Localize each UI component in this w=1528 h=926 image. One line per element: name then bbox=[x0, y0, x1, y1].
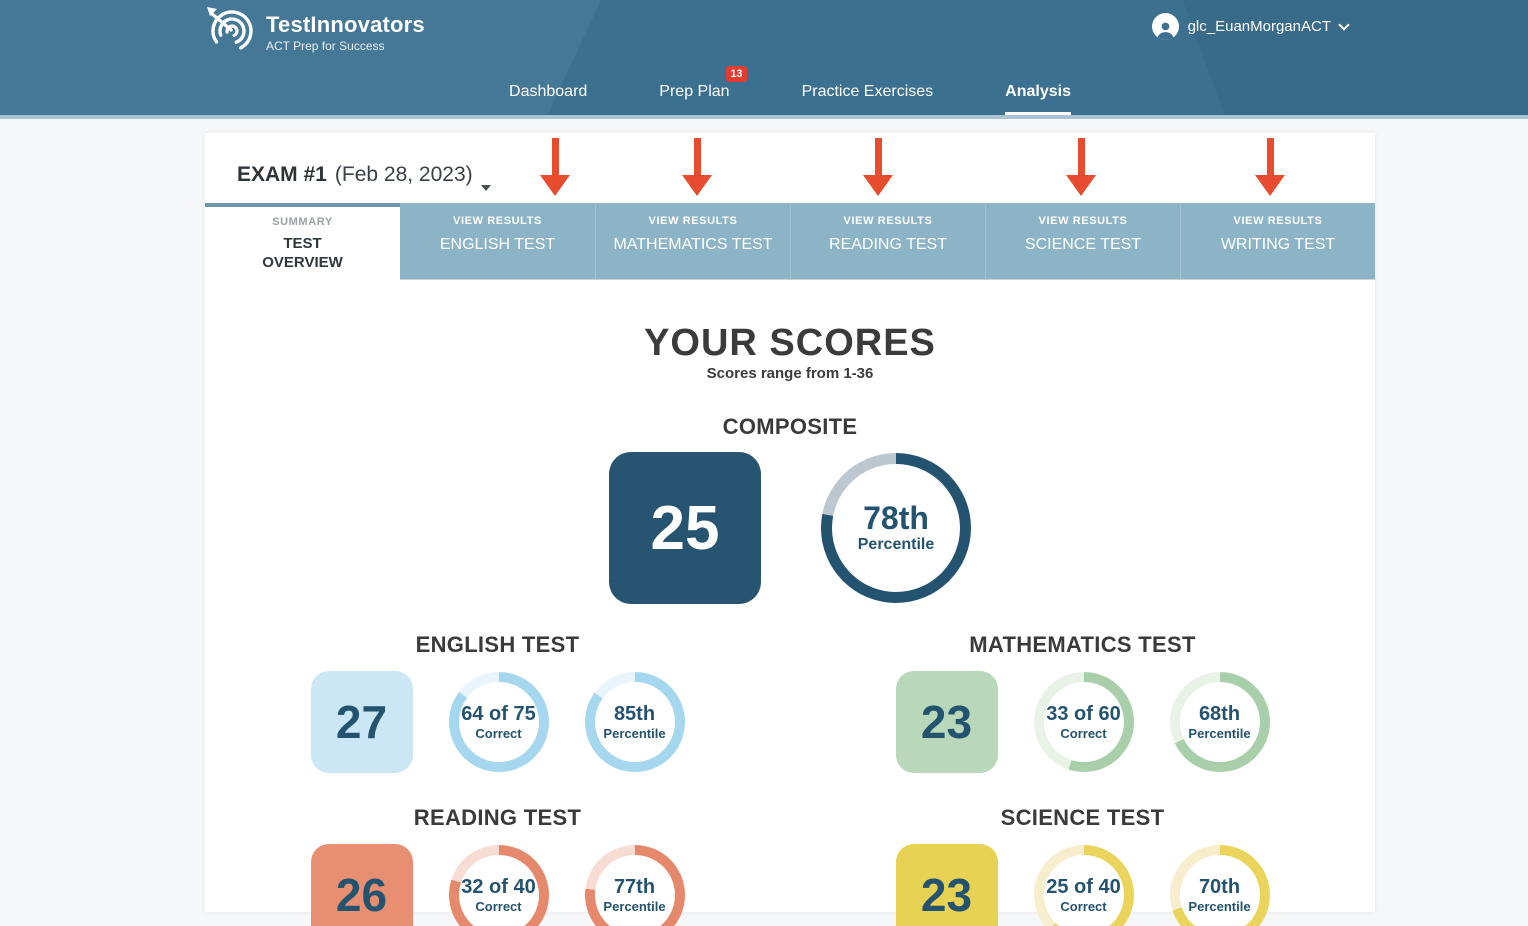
tab-mathematics-test[interactable]: VIEW RESULTS MATHEMATICS TEST bbox=[595, 203, 790, 280]
red-down-arrow-icon bbox=[540, 138, 570, 196]
reading-score-square: 26 bbox=[310, 844, 413, 926]
composite-percentile-label: Percentile bbox=[857, 536, 935, 553]
user-avatar-icon bbox=[1151, 13, 1179, 40]
tab-writing-test[interactable]: VIEW RESULTS WRITING TEST bbox=[1180, 203, 1375, 280]
mathematics-test-section: MATHEMATICS TEST 23 33 of 60 Correct 68t… bbox=[790, 632, 1375, 773]
science-test-section: SCIENCE TEST 23 25 of 40 Correct 70th Pe… bbox=[790, 805, 1375, 926]
percentile-label: Percentile bbox=[1188, 725, 1251, 741]
section-heading: MATHEMATICS TEST bbox=[969, 632, 1196, 657]
percentile-value: 70th bbox=[1198, 875, 1241, 898]
main-nav: Dashboard Prep Plan 13 Practice Exercise… bbox=[205, 66, 1375, 115]
composite-percentile-value: 78th bbox=[863, 500, 929, 536]
composite-block: COMPOSITE 25 78th Percentile bbox=[205, 414, 1375, 604]
logo-tagline: ACT Prep for Success bbox=[266, 39, 385, 53]
composite-percentile-donut: 78th Percentile bbox=[821, 453, 971, 603]
correct-value: 33 of 60 bbox=[1046, 702, 1121, 725]
exam-date: (Feb 28, 2023) bbox=[334, 163, 473, 186]
reading-percentile-donut: 77th Percentile bbox=[584, 845, 685, 926]
exam-selector-row: EXAM #1 (Feb 28, 2023) bbox=[205, 133, 1375, 203]
reading-correct-donut: 32 of 40 Correct bbox=[448, 845, 549, 926]
tab-eyebrow: VIEW RESULTS bbox=[648, 215, 738, 227]
nav-prep-plan[interactable]: Prep Plan 13 bbox=[659, 66, 747, 115]
reading-test-section: READING TEST 26 32 of 40 Correct 77th Pe… bbox=[205, 805, 790, 926]
percentile-value: 77th bbox=[613, 875, 656, 898]
science-percentile-donut: 70th Percentile bbox=[1169, 845, 1270, 926]
english-test-section: ENGLISH TEST 27 64 of 75 Correct 85th Pe… bbox=[205, 632, 790, 773]
composite-score-square: 25 bbox=[609, 452, 761, 604]
mathematics-correct-donut: 33 of 60 Correct bbox=[1033, 672, 1134, 772]
tab-label: ENGLISH TEST bbox=[439, 236, 556, 253]
red-down-arrow-icon bbox=[682, 138, 712, 196]
red-down-arrow-icon bbox=[1255, 138, 1285, 196]
percentile-value: 68th bbox=[1198, 702, 1241, 725]
correct-label: Correct bbox=[1060, 898, 1107, 914]
scores-subtitle: Scores range from 1-36 bbox=[706, 365, 874, 382]
analysis-card: EXAM #1 (Feb 28, 2023) SUMMARY TEST OVER… bbox=[205, 133, 1375, 926]
percentile-label: Percentile bbox=[603, 898, 666, 914]
tab-eyebrow: VIEW RESULTS bbox=[843, 215, 933, 227]
percentile-label: Percentile bbox=[603, 725, 666, 741]
nav-practice-exercises[interactable]: Practice Exercises bbox=[801, 83, 934, 100]
caret-down-icon[interactable] bbox=[480, 185, 491, 191]
composite-heading: COMPOSITE bbox=[722, 414, 858, 439]
user-menu[interactable]: glc_EuanMorganACT bbox=[1151, 13, 1350, 40]
nav-analysis[interactable]: Analysis bbox=[1005, 83, 1071, 115]
tab-test-overview[interactable]: SUMMARY TEST OVERVIEW bbox=[205, 203, 400, 280]
section-heading: READING TEST bbox=[413, 805, 582, 830]
percentile-value: 85th bbox=[613, 702, 656, 725]
tab-reading-test[interactable]: VIEW RESULTS READING TEST bbox=[790, 203, 985, 280]
logo-target-icon bbox=[205, 5, 255, 60]
tab-eyebrow: SUMMARY bbox=[272, 216, 333, 228]
correct-value: 25 of 40 bbox=[1046, 875, 1121, 898]
english-score-square: 27 bbox=[310, 671, 413, 773]
chevron-down-icon bbox=[1338, 18, 1350, 31]
your-scores-section: YOUR SCORES Scores range from 1-36 COMPO… bbox=[205, 280, 1375, 926]
tab-english-test[interactable]: VIEW RESULTS ENGLISH TEST bbox=[400, 203, 595, 280]
logo-title: TestInnovators bbox=[266, 12, 425, 37]
tab-label: MATHEMATICS TEST bbox=[613, 236, 773, 253]
mathematics-percentile-donut: 68th Percentile bbox=[1169, 672, 1270, 772]
correct-value: 32 of 40 bbox=[461, 875, 536, 898]
tab-eyebrow: VIEW RESULTS bbox=[453, 215, 542, 227]
nav-dashboard[interactable]: Dashboard bbox=[509, 83, 588, 100]
logo[interactable]: TestInnovators ACT Prep for Success bbox=[205, 5, 425, 60]
header-accent-line bbox=[0, 115, 1528, 119]
tab-eyebrow: VIEW RESULTS bbox=[1038, 215, 1128, 227]
percentile-label: Percentile bbox=[1188, 898, 1251, 914]
section-heading: SCIENCE TEST bbox=[1000, 805, 1165, 830]
section-heading: ENGLISH TEST bbox=[415, 632, 580, 657]
science-correct-donut: 25 of 40 Correct bbox=[1033, 845, 1134, 926]
test-tab-strip: SUMMARY TEST OVERVIEW VIEW RESULTS ENGLI… bbox=[205, 203, 1375, 280]
red-down-arrow-icon bbox=[863, 138, 893, 196]
correct-label: Correct bbox=[475, 725, 522, 741]
tab-label: READING TEST bbox=[829, 236, 947, 253]
english-correct-donut: 64 of 75 Correct bbox=[448, 672, 549, 772]
correct-label: Correct bbox=[475, 898, 522, 914]
tab-label: WRITING TEST bbox=[1220, 236, 1336, 253]
exam-title: EXAM #1 bbox=[237, 163, 327, 186]
app-header: TestInnovators ACT Prep for Success glc_… bbox=[0, 0, 1528, 115]
tab-science-test[interactable]: VIEW RESULTS SCIENCE TEST bbox=[985, 203, 1180, 280]
correct-label: Correct bbox=[1060, 725, 1107, 741]
tab-eyebrow: VIEW RESULTS bbox=[1233, 215, 1323, 227]
scores-title: YOUR SCORES bbox=[644, 322, 936, 364]
tab-label: TEST OVERVIEW bbox=[262, 235, 343, 271]
science-score-square: 23 bbox=[895, 844, 998, 926]
english-percentile-donut: 85th Percentile bbox=[584, 672, 685, 772]
nav-prep-plan-label: Prep Plan bbox=[659, 83, 730, 100]
notification-badge: 13 bbox=[726, 66, 747, 83]
mathematics-score-square: 23 bbox=[895, 671, 998, 773]
user-name: glc_EuanMorganACT bbox=[1187, 18, 1331, 35]
tab-label: SCIENCE TEST bbox=[1024, 236, 1142, 253]
correct-value: 64 of 75 bbox=[461, 702, 536, 725]
test-sections-grid: ENGLISH TEST 27 64 of 75 Correct 85th Pe… bbox=[205, 632, 1375, 926]
red-down-arrow-icon bbox=[1066, 138, 1096, 196]
